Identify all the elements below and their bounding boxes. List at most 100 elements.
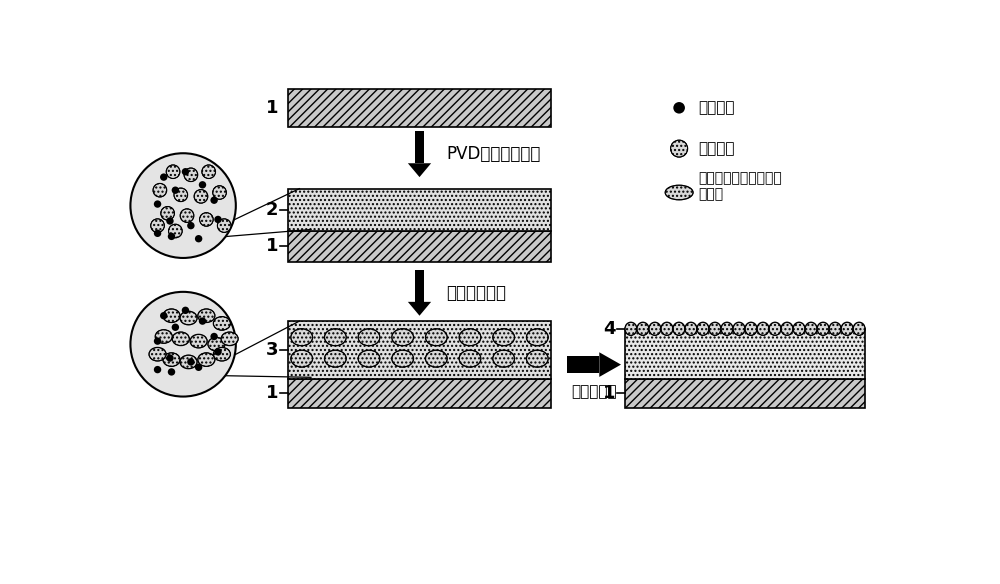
- Text: 2: 2: [266, 201, 278, 219]
- Circle shape: [195, 235, 202, 242]
- Circle shape: [187, 222, 195, 230]
- Circle shape: [130, 292, 236, 397]
- Circle shape: [199, 181, 206, 189]
- Ellipse shape: [291, 329, 313, 346]
- Ellipse shape: [459, 350, 481, 367]
- Circle shape: [169, 224, 182, 238]
- Text: 3: 3: [266, 341, 278, 359]
- Ellipse shape: [425, 350, 447, 367]
- Bar: [288, 89, 551, 127]
- Ellipse shape: [661, 322, 673, 335]
- Circle shape: [182, 307, 189, 314]
- Text: 1: 1: [603, 384, 616, 402]
- Circle shape: [153, 183, 167, 197]
- Ellipse shape: [493, 350, 514, 367]
- Ellipse shape: [829, 322, 841, 335]
- Circle shape: [194, 190, 208, 203]
- Ellipse shape: [853, 322, 865, 335]
- Text: 4: 4: [603, 320, 616, 338]
- Polygon shape: [599, 352, 621, 377]
- Circle shape: [673, 102, 685, 113]
- Bar: [625, 329, 865, 379]
- Ellipse shape: [392, 350, 414, 367]
- Ellipse shape: [198, 353, 215, 366]
- Ellipse shape: [745, 322, 757, 335]
- Circle shape: [199, 318, 206, 325]
- Circle shape: [168, 369, 175, 376]
- Ellipse shape: [358, 350, 380, 367]
- Ellipse shape: [733, 322, 745, 335]
- Circle shape: [168, 232, 175, 240]
- Ellipse shape: [213, 347, 230, 361]
- Circle shape: [154, 230, 161, 237]
- Circle shape: [671, 140, 688, 157]
- Ellipse shape: [757, 322, 769, 335]
- Circle shape: [180, 209, 194, 223]
- Ellipse shape: [769, 322, 781, 335]
- Bar: [288, 379, 551, 408]
- Bar: [288, 189, 551, 231]
- Circle shape: [130, 153, 236, 258]
- Ellipse shape: [637, 322, 649, 335]
- Ellipse shape: [163, 309, 180, 322]
- Ellipse shape: [213, 317, 230, 330]
- Ellipse shape: [459, 329, 481, 346]
- Ellipse shape: [180, 355, 197, 369]
- Ellipse shape: [697, 322, 709, 335]
- Ellipse shape: [526, 329, 548, 346]
- Text: 纳米结构金属氧化物或
氮化物: 纳米结构金属氧化物或 氮化物: [698, 171, 782, 201]
- Bar: [415, 131, 424, 164]
- Ellipse shape: [190, 335, 207, 348]
- Bar: [567, 356, 599, 373]
- Circle shape: [213, 186, 226, 199]
- Ellipse shape: [291, 350, 313, 367]
- Ellipse shape: [149, 347, 166, 361]
- Ellipse shape: [325, 350, 346, 367]
- Circle shape: [174, 188, 188, 201]
- Circle shape: [154, 366, 161, 373]
- Ellipse shape: [781, 322, 793, 335]
- Ellipse shape: [841, 322, 853, 335]
- Circle shape: [214, 348, 222, 356]
- Ellipse shape: [358, 329, 380, 346]
- Ellipse shape: [208, 338, 225, 351]
- Text: 金属离子: 金属离子: [698, 141, 735, 156]
- Bar: [288, 231, 551, 262]
- Circle shape: [151, 219, 164, 232]
- Ellipse shape: [172, 332, 189, 346]
- Ellipse shape: [665, 185, 693, 200]
- Circle shape: [187, 358, 195, 366]
- Circle shape: [214, 215, 222, 223]
- Ellipse shape: [155, 330, 172, 343]
- Ellipse shape: [221, 332, 238, 346]
- Text: 金属离子注入: 金属离子注入: [447, 284, 507, 301]
- Text: 通气体退火: 通气体退火: [571, 384, 617, 399]
- Ellipse shape: [163, 353, 180, 366]
- Circle shape: [184, 168, 198, 182]
- Ellipse shape: [526, 350, 548, 367]
- Circle shape: [210, 333, 218, 340]
- Ellipse shape: [180, 311, 197, 325]
- Ellipse shape: [685, 322, 697, 335]
- Circle shape: [182, 168, 189, 175]
- Text: 1: 1: [266, 99, 278, 117]
- Circle shape: [161, 207, 174, 220]
- Ellipse shape: [673, 322, 685, 335]
- Circle shape: [154, 338, 161, 345]
- Circle shape: [160, 312, 167, 319]
- Bar: [288, 321, 551, 379]
- Bar: [415, 269, 424, 302]
- Circle shape: [166, 217, 174, 225]
- Ellipse shape: [325, 329, 346, 346]
- Circle shape: [202, 165, 216, 179]
- Ellipse shape: [709, 322, 721, 335]
- Ellipse shape: [625, 322, 637, 335]
- Ellipse shape: [793, 322, 805, 335]
- Bar: [625, 379, 865, 408]
- Polygon shape: [408, 302, 431, 316]
- Text: 气体离子: 气体离子: [698, 100, 735, 115]
- Ellipse shape: [493, 329, 514, 346]
- Ellipse shape: [721, 322, 733, 335]
- Polygon shape: [408, 164, 431, 177]
- Circle shape: [172, 324, 179, 331]
